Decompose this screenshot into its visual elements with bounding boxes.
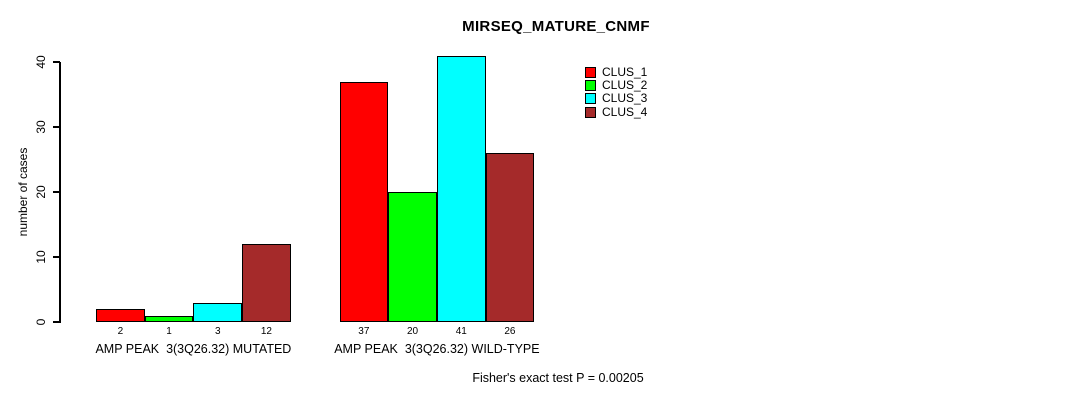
y-axis-tick-label: 20 xyxy=(34,185,48,199)
y-axis-tick xyxy=(53,191,60,193)
y-axis-tick xyxy=(53,256,60,258)
y-axis-tick-label: 0 xyxy=(34,318,48,326)
legend-label: CLUS_1 xyxy=(602,65,648,80)
bar-value-label: 1 xyxy=(166,326,172,337)
y-axis-tick xyxy=(53,61,60,63)
y-axis-tick xyxy=(53,126,60,128)
legend-swatch xyxy=(585,106,596,118)
bar-value-label: 41 xyxy=(455,326,467,337)
bar-clus_2-group-2 xyxy=(388,192,437,322)
y-axis-label: number of cases xyxy=(16,147,30,237)
bar-clus_4-group-1 xyxy=(242,244,291,322)
bar-value-label: 20 xyxy=(406,326,419,337)
annotation-fisher-test: Fisher's exact test P = 0.00205 xyxy=(472,371,644,385)
bar-clus_4-group-2 xyxy=(485,153,535,322)
group-label: AMP PEAK 3(3Q26.32) WILD-TYPE xyxy=(334,342,540,356)
bar-value-label: 2 xyxy=(117,326,124,337)
bar-value-label: 37 xyxy=(358,326,370,337)
group-label: AMP PEAK 3(3Q26.32) MUTATED xyxy=(95,342,292,356)
legend-label: CLUS_3 xyxy=(602,91,648,106)
legend-item-clus_3: CLUS_3 xyxy=(585,92,647,105)
y-axis-tick-label: 30 xyxy=(34,120,48,134)
legend-swatch xyxy=(585,67,596,79)
legend-label: CLUS_4 xyxy=(602,104,648,119)
y-axis-tick-label: 40 xyxy=(34,55,48,69)
bar-clus_1-group-2 xyxy=(339,81,389,322)
bar-clus_3-group-1 xyxy=(193,302,243,322)
bar-value-label: 26 xyxy=(504,326,516,337)
bar-value-label: 12 xyxy=(260,326,272,337)
chart-title: MIRSEQ_MATURE_CNMF xyxy=(462,18,650,35)
bar-value-label: 3 xyxy=(214,326,221,337)
y-axis-tick-label: 10 xyxy=(34,250,48,264)
legend-swatch xyxy=(585,80,596,92)
bar-clus_3-group-2 xyxy=(436,55,486,322)
legend-item-clus_2: CLUS_2 xyxy=(585,79,647,92)
y-axis-tick xyxy=(53,321,60,323)
bar-clus_1-group-1 xyxy=(96,309,145,322)
legend-label: CLUS_2 xyxy=(602,78,648,93)
legend-item-clus_1: CLUS_1 xyxy=(585,66,647,79)
legend-item-clus_4: CLUS_4 xyxy=(585,104,648,119)
legend-swatch xyxy=(585,93,596,105)
bar-clus_2-group-1 xyxy=(144,315,194,322)
